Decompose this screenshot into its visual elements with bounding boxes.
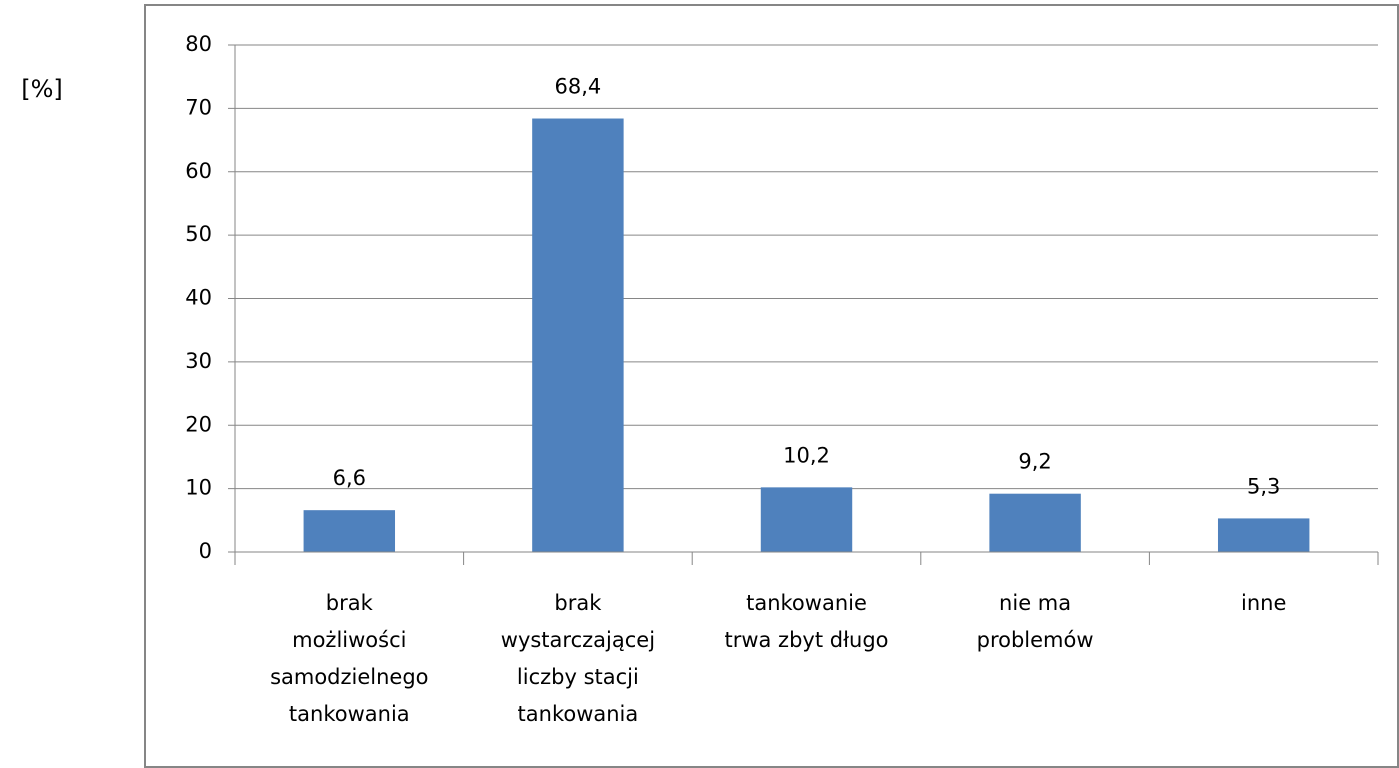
y-tick-label: 0 <box>199 539 212 563</box>
x-tick-label: brak wystarczającej liczby stacji tankowani… <box>501 591 655 726</box>
value-label: 6,6 <box>333 466 366 490</box>
value-label: 5,3 <box>1247 474 1280 498</box>
bar <box>1217 518 1310 552</box>
y-tick-label: 70 <box>185 95 212 119</box>
x-tick-label: nie ma problemów <box>977 591 1094 652</box>
value-label: 9,2 <box>1018 450 1051 474</box>
y-tick-label: 20 <box>185 412 212 436</box>
bar <box>760 487 853 552</box>
chart-frame <box>144 4 1399 768</box>
value-label: 10,2 <box>783 443 830 467</box>
x-tick-label: tankowanie trwa zbyt długo <box>724 591 888 652</box>
bar <box>303 510 396 552</box>
value-label: 68,4 <box>555 75 602 99</box>
y-tick-label: 50 <box>185 222 212 246</box>
y-tick-label: 60 <box>185 159 212 183</box>
y-tick-label: 40 <box>185 286 212 310</box>
y-tick-label: 30 <box>185 349 212 373</box>
x-tick-label: brak możliwości samodzielnego tankowania <box>270 591 428 726</box>
y-tick-label: 80 <box>185 32 212 56</box>
x-tick-label: inne <box>1241 591 1286 615</box>
y-axis-label: [%] <box>21 75 63 103</box>
bar <box>989 493 1081 552</box>
bar <box>532 118 624 552</box>
y-tick-label: 10 <box>185 476 212 500</box>
